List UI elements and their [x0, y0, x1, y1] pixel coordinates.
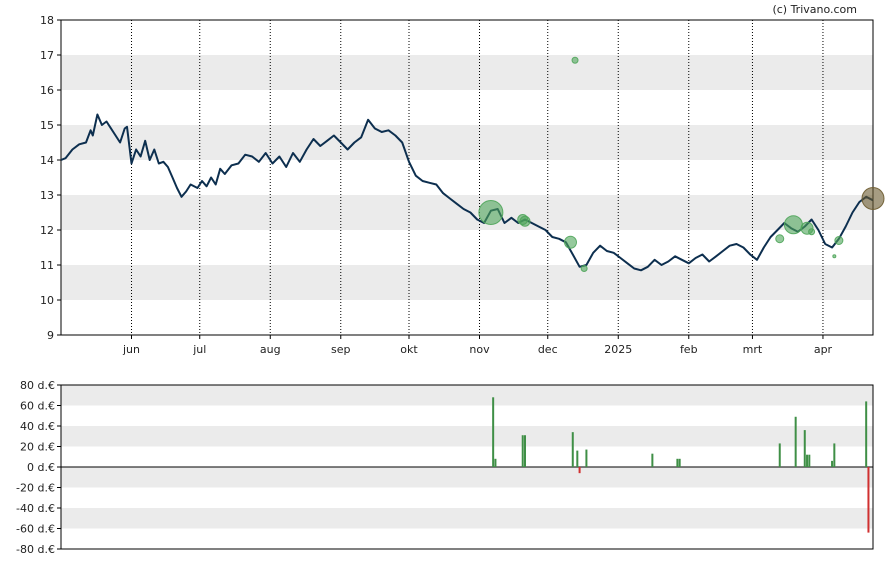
price-x-tick-label: nov	[469, 343, 490, 356]
volume-bar	[778, 443, 781, 467]
volume-y-tick-label: -60 d.€	[16, 523, 55, 536]
volume-bar	[831, 460, 834, 467]
price-x-tick-label: jun	[122, 343, 140, 356]
volume-bar	[494, 458, 497, 467]
price-x-axis: jun jul aug sep okt nov dec 2025 feb mrt apr	[122, 335, 833, 356]
volume-band	[61, 426, 873, 447]
volume-bar	[678, 458, 681, 467]
trade-bubble	[775, 234, 785, 244]
trade-bubble	[478, 200, 504, 225]
price-x-tick-label: apr	[814, 343, 833, 356]
volume-bar	[833, 443, 836, 467]
volume-y-tick-label: -20 d.€	[16, 482, 55, 495]
price-plot-frame	[60, 19, 874, 336]
price-x-tick-label: sep	[331, 343, 350, 356]
price-y-tick-label: 15	[40, 119, 54, 132]
trade-bubble	[834, 236, 844, 245]
volume-bar	[865, 401, 868, 467]
price-y-tick-label: 13	[40, 189, 54, 202]
credit-label: (c) Trivano.com	[772, 3, 857, 16]
trade-bubble	[832, 254, 837, 259]
volume-y-axis: 80 d.€ 60 d.€ 40 d.€ 20 d.€ 0 d.€ -20 d.€ -40 …	[16, 379, 61, 556]
price-grid-bands	[61, 55, 873, 300]
price-y-tick-label: 10	[40, 294, 54, 307]
price-x-tick-label: okt	[400, 343, 418, 356]
volume-bar	[578, 467, 581, 474]
volume-band	[61, 467, 873, 488]
volume-y-tick-label: 0 d.€	[27, 461, 55, 474]
volume-y-tick-label: 20 d.€	[20, 441, 55, 454]
trade-bubble	[783, 215, 803, 235]
price-band	[61, 125, 873, 160]
volume-bar	[808, 454, 811, 467]
volume-bar	[521, 435, 524, 467]
trade-bubbles	[478, 56, 885, 272]
volume-band	[61, 385, 873, 406]
price-y-tick-label: 16	[40, 84, 54, 97]
volume-bar	[867, 467, 870, 533]
price-x-tick-label: mrt	[743, 343, 763, 356]
volume-bar	[524, 435, 526, 467]
volume-bar	[576, 450, 579, 467]
volume-bar	[676, 458, 679, 467]
trade-bubble	[563, 235, 577, 249]
volume-bar	[794, 416, 797, 467]
trade-bubble	[808, 228, 816, 236]
price-y-axis: 9 10 11 12 13 14 15 16 17 18	[40, 14, 61, 342]
price-y-tick-label: 14	[40, 154, 54, 167]
trade-bubble	[571, 56, 579, 64]
price-band	[61, 265, 873, 300]
volume-bar	[585, 449, 588, 467]
volume-y-tick-label: -40 d.€	[16, 502, 55, 515]
price-series-line	[60, 113, 874, 272]
trade-bubble	[580, 265, 588, 272]
price-y-tick-label: 18	[40, 14, 54, 27]
price-y-tick-label: 11	[40, 259, 54, 272]
volume-bar	[651, 453, 654, 467]
volume-y-tick-label: 40 d.€	[20, 420, 55, 433]
price-y-tick-label: 9	[47, 329, 54, 342]
price-x-tick-label: 2025	[604, 343, 632, 356]
volume-bar	[571, 432, 574, 467]
price-x-tick-label: aug	[260, 343, 281, 356]
price-x-tick-label: jul	[192, 343, 206, 356]
trade-bubble	[861, 187, 885, 210]
price-x-tick-label: dec	[538, 343, 558, 356]
volume-bar	[492, 397, 495, 467]
price-y-tick-label: 12	[40, 224, 54, 237]
price-y-tick-label: 17	[40, 49, 54, 62]
price-x-tick-label: feb	[680, 343, 698, 356]
volume-y-tick-label: -80 d.€	[16, 543, 55, 556]
volume-bars	[492, 397, 870, 533]
price-band	[61, 55, 873, 90]
volume-bar	[806, 454, 809, 467]
volume-y-tick-label: 60 d.€	[20, 400, 55, 413]
volume-y-tick-label: 80 d.€	[20, 379, 55, 392]
volume-bar	[803, 430, 806, 467]
volume-band	[61, 508, 873, 529]
volume-grid-bands	[61, 385, 873, 529]
price-band	[61, 195, 873, 230]
trade-bubble	[519, 215, 531, 227]
